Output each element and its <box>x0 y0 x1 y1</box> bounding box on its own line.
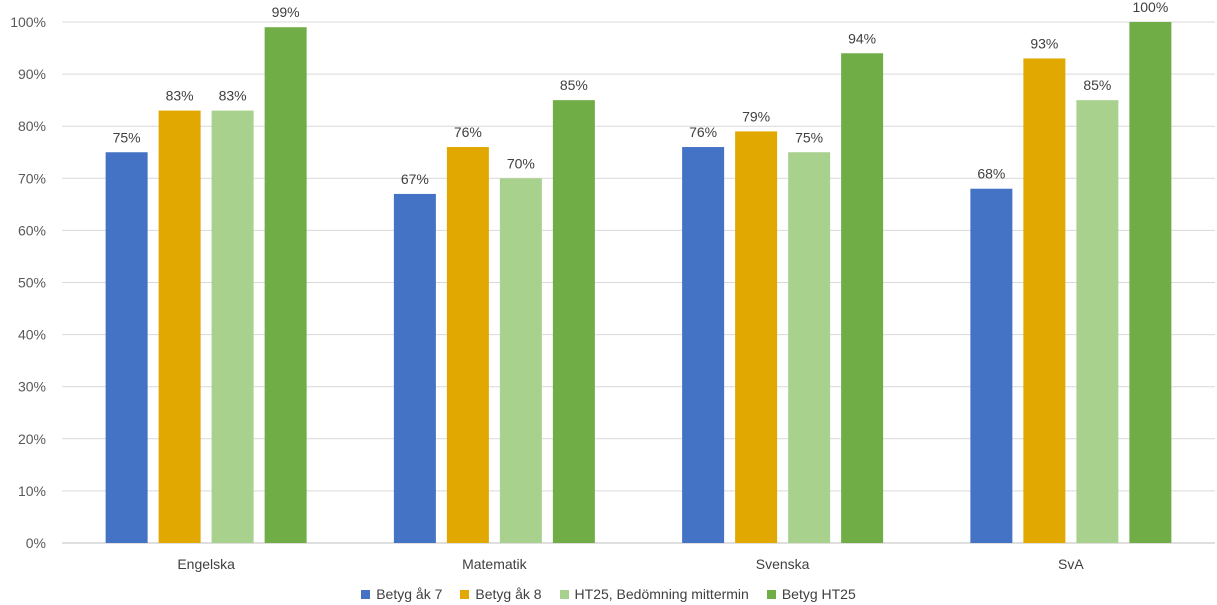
data-label: 94% <box>848 30 876 46</box>
legend-label: Betyg HT25 <box>781 586 856 602</box>
y-tick-label: 60% <box>18 222 46 238</box>
y-tick-label: 30% <box>18 379 46 395</box>
data-label: 68% <box>977 166 1005 182</box>
x-category-label: Engelska <box>177 556 235 572</box>
bar <box>970 188 1013 543</box>
y-tick-label: 100% <box>10 14 46 30</box>
bar <box>499 178 542 544</box>
y-tick-label: 20% <box>18 431 46 447</box>
y-axis-ticks: 0% 10% 20% 30% 40% 50% 60% 70% 80% 90% 100% <box>10 14 46 551</box>
bar <box>105 152 148 543</box>
legend-swatch <box>460 589 470 599</box>
bar <box>446 147 489 544</box>
x-axis-categories: Engelska Matematik Svenska SvA <box>177 556 1084 572</box>
bar <box>682 147 725 544</box>
legend-label: HT25, Bedömning mittermin <box>574 586 749 602</box>
bar <box>841 53 884 543</box>
legend: Betyg åk 7 Betyg åk 8 HT25, Bedömning mitt… <box>0 586 1217 602</box>
data-label: 70% <box>507 155 535 171</box>
y-tick-label: 70% <box>18 170 46 186</box>
bar <box>552 100 595 544</box>
data-label: 76% <box>689 124 717 140</box>
bar <box>1023 58 1066 543</box>
bar <box>211 110 254 543</box>
data-label: 99% <box>272 4 300 20</box>
bar <box>1129 22 1172 543</box>
data-label: 100% <box>1132 0 1168 15</box>
data-label: 79% <box>742 108 770 124</box>
gridlines <box>62 21 1215 544</box>
legend-label: Betyg åk 7 <box>376 586 443 602</box>
x-category-label: Matematik <box>462 556 528 572</box>
legend-swatch <box>361 589 371 599</box>
bar <box>735 131 778 543</box>
data-label: 75% <box>113 129 141 145</box>
legend-item: HT25, Bedömning mittermin <box>559 586 749 602</box>
bar <box>788 152 831 543</box>
data-label: 67% <box>401 171 429 187</box>
data-label: 83% <box>219 88 247 104</box>
bars <box>105 22 1172 544</box>
data-labels: 75% 83% 83% 99% 67% 76% 70% 85% 76% 79% 75% 94% 68% 9… <box>113 0 1169 187</box>
legend-swatch <box>766 589 776 599</box>
bar <box>1076 100 1119 544</box>
legend-item: Betyg åk 8 <box>460 586 542 602</box>
y-tick-label: 90% <box>18 66 46 82</box>
bar <box>264 27 307 543</box>
y-tick-label: 0% <box>26 535 46 551</box>
legend-swatch <box>559 589 569 599</box>
data-label: 85% <box>1083 77 1111 93</box>
legend-item: Betyg HT25 <box>766 586 856 602</box>
y-tick-label: 10% <box>18 483 46 499</box>
y-tick-label: 40% <box>18 327 46 343</box>
data-label: 76% <box>454 124 482 140</box>
y-tick-label: 80% <box>18 118 46 134</box>
data-label: 93% <box>1030 35 1058 51</box>
x-category-label: Svenska <box>756 556 810 572</box>
data-label: 75% <box>795 129 823 145</box>
legend-item: Betyg åk 7 <box>361 586 442 602</box>
y-tick-label: 50% <box>18 275 46 291</box>
data-label: 85% <box>560 77 588 93</box>
bar <box>158 110 201 543</box>
data-label: 83% <box>166 88 194 104</box>
legend-label: Betyg åk 8 <box>475 586 542 602</box>
bar <box>393 193 436 543</box>
x-category-label: SvA <box>1058 556 1084 572</box>
